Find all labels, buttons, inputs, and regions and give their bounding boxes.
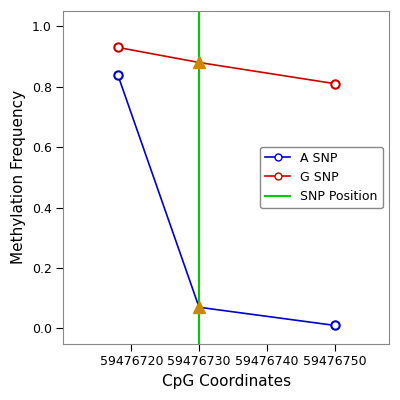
X-axis label: CpG Coordinates: CpG Coordinates	[162, 374, 291, 389]
Legend: A SNP, G SNP, SNP Position: A SNP, G SNP, SNP Position	[260, 146, 383, 208]
Y-axis label: Methylation Frequency: Methylation Frequency	[11, 90, 26, 264]
